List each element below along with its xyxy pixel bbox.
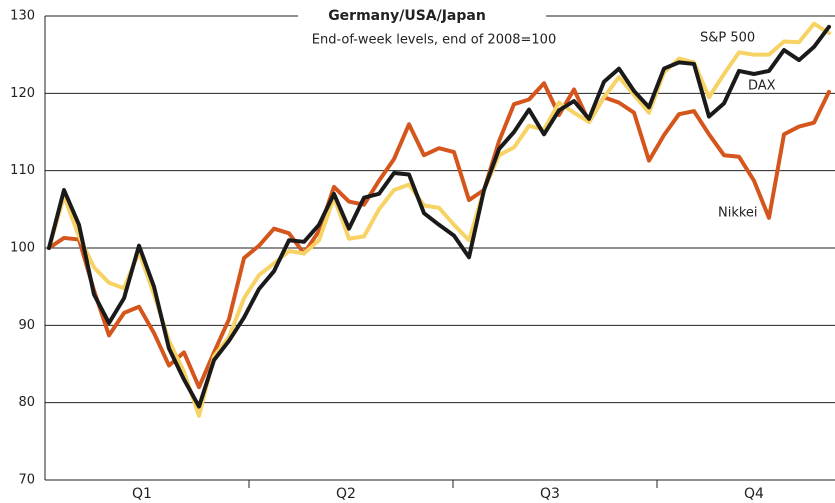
chart-subtitle: End-of-week levels, end of 2008=100	[312, 33, 556, 48]
y-tick-label: 100	[10, 241, 35, 256]
series-line	[47, 81, 831, 390]
plot	[47, 21, 831, 418]
series-label: DAX	[748, 79, 776, 94]
labels: 70 80 90 100 110 120 130 Q1 Q2 Q3 Q4 Nikkei S&P 500 D…	[10, 9, 776, 503]
x-tick-label: Q2	[336, 486, 356, 502]
x-tick-label: Q3	[540, 486, 560, 502]
chart-title: Germany/USA/Japan	[328, 8, 486, 24]
y-tick-label: 120	[10, 86, 35, 101]
series-line	[47, 21, 831, 418]
x-tick-label: Q1	[132, 486, 152, 502]
y-tick-label: 70	[18, 473, 35, 488]
y-tick-label: 110	[10, 163, 35, 178]
series-label: S&P 500	[700, 31, 755, 46]
series-label: Nikkei	[718, 206, 758, 221]
x-tick-label: Q4	[744, 486, 764, 502]
grid	[44, 15, 835, 488]
y-tick-label: 130	[10, 9, 35, 24]
series-line	[47, 24, 831, 409]
y-tick-label: 80	[18, 395, 35, 410]
title-background	[298, 4, 546, 28]
y-tick-label: 90	[18, 318, 35, 333]
